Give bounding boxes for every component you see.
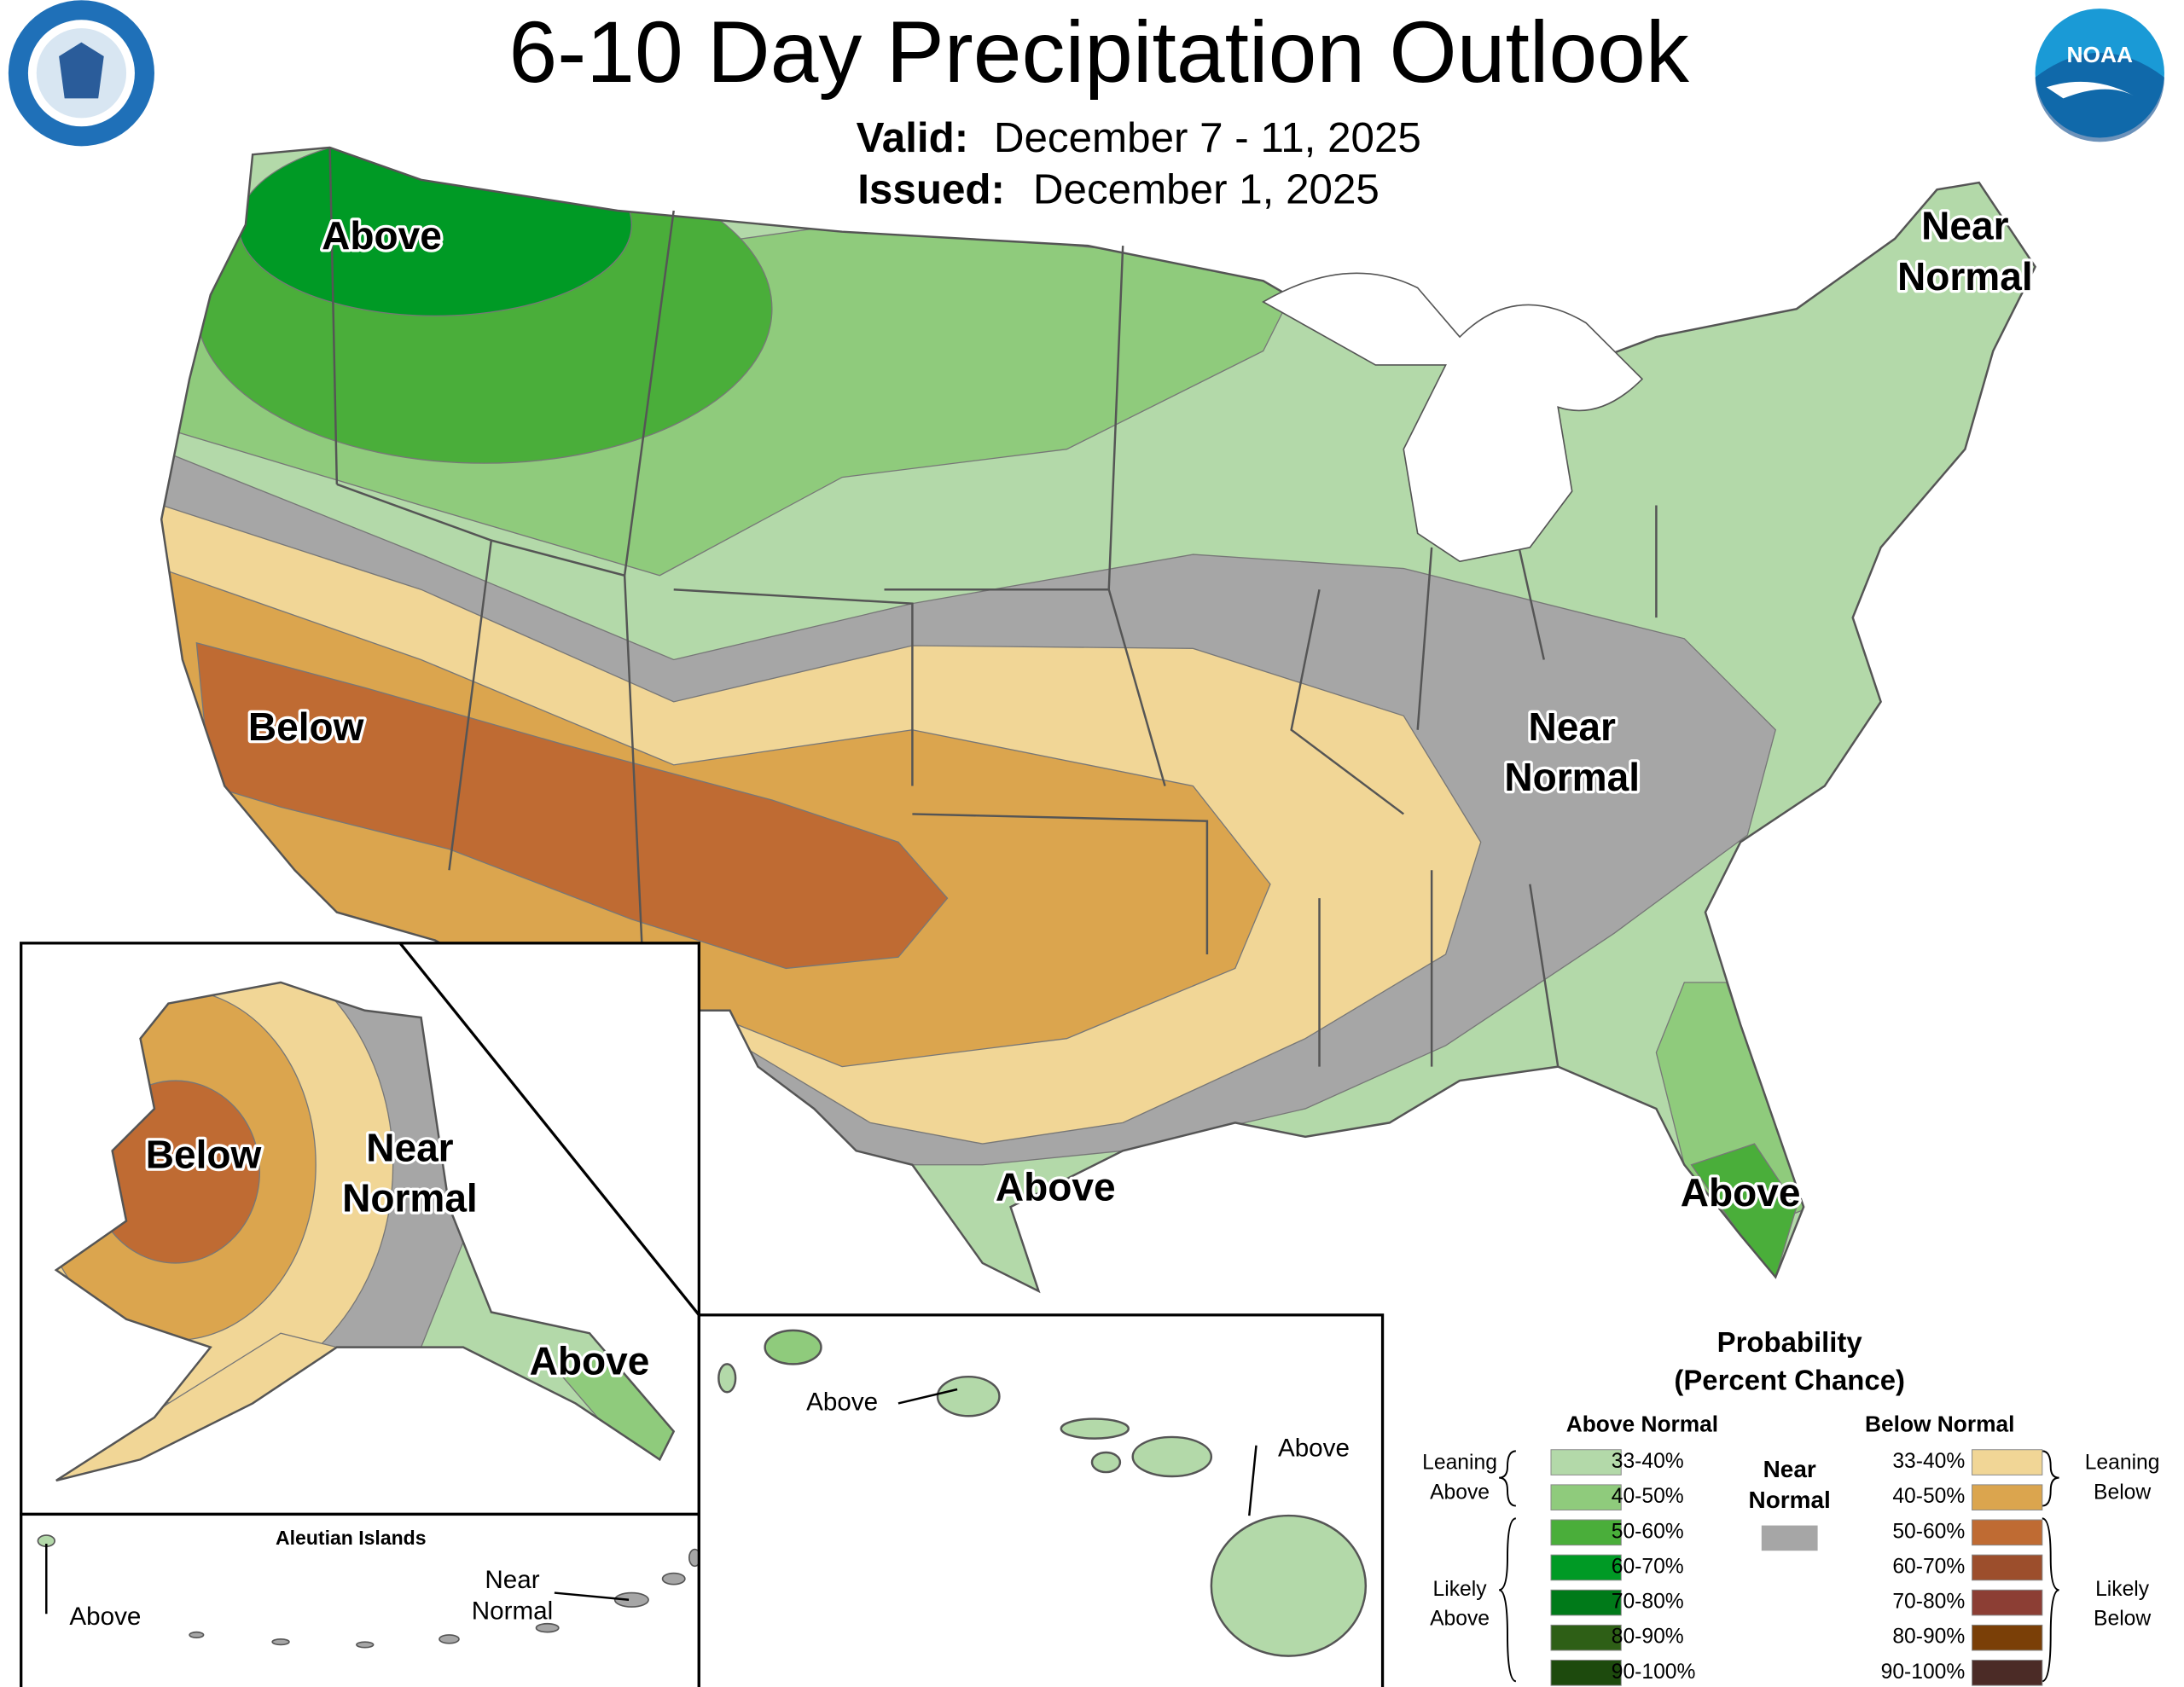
legend-label: 50-60% [1892,1520,1965,1543]
inset-connector [398,942,700,1316]
leader-lines [45,1543,630,1615]
legend-swatch [1972,1624,2043,1651]
legend-label: 80-90% [1612,1626,1684,1649]
bracket-label: Above [1430,1607,1490,1630]
region-label: Normal [1897,254,2033,299]
bracket-label: Below [2094,1607,2151,1630]
legend-swatch [1550,1554,1622,1581]
region-label: Above [69,1603,141,1631]
island [717,1363,737,1394]
region-label: Near [1528,704,1615,749]
region-label: Below [248,704,364,749]
hawaii [717,1329,1368,1657]
island [1060,1417,1130,1440]
aleutian-islands [37,1534,701,1649]
legend-title: Probability [1717,1326,1863,1358]
legend-swatch [1972,1449,2043,1475]
bracket-label: Above [1430,1481,1490,1504]
near-label: Near [1763,1456,1816,1482]
legend-subtitle: (Percent Chance) [1674,1364,1905,1395]
legend-swatch [1972,1554,2043,1581]
island [936,1375,1001,1417]
legend: Probability (Percent Chance) Above Norma… [1422,1326,2160,1686]
valid-value: December 7 - 11, 2025 [994,114,1421,161]
legend-label: 60-70% [1612,1555,1684,1578]
title: 6-10 Day Precipitation Outlook [509,3,1690,101]
great-lakes [1262,272,1644,563]
below-header: Below Normal [1865,1412,2014,1437]
island [1131,1435,1213,1478]
legend-swatch [1972,1589,2043,1616]
island [1090,1451,1122,1474]
region-label: Normal [342,1176,478,1220]
noaa-text: NOAA [2067,42,2133,67]
alaska-border [54,981,676,1482]
bracket-label: Leaning [2085,1452,2160,1475]
legend-label: 40-50% [1892,1485,1965,1508]
near-label: Normal [1749,1487,1831,1513]
issued-label: Issued: [857,166,1005,213]
island [764,1329,822,1365]
region-label: Above [530,1339,650,1383]
legend-swatch [1550,1519,1622,1546]
legend-label: 70-80% [1892,1591,1965,1614]
issued-value: December 1, 2025 [1033,166,1380,213]
island [1210,1514,1368,1657]
region-label: Above [1681,1170,1801,1215]
region-label: Normal [1504,755,1640,799]
legend-swatch [1972,1519,2043,1546]
legend-swatch [1550,1589,1622,1616]
legend-swatch [1550,1624,1622,1651]
bracket-label: Below [2094,1481,2151,1504]
legend-swatch [1550,1449,1622,1475]
legend-label: 60-70% [1892,1555,1965,1578]
noaa-logo: NOAA [2035,9,2164,142]
region-label: Normal [472,1597,553,1625]
region-label: Near [485,1566,539,1594]
legend-label: 40-50% [1612,1485,1684,1508]
legend-label: 90-100% [1612,1661,1696,1684]
doc-seal [8,0,154,147]
legend-label: 33-40% [1612,1450,1684,1473]
aleutian-inset [20,1512,700,1687]
valid-label: Valid: [857,114,969,161]
legend-swatch [1761,1525,1818,1551]
legend-label: 33-40% [1892,1450,1965,1473]
bracket-label: Leaning [1422,1452,1497,1475]
region-label: Above [322,213,442,258]
legend-label: 50-60% [1612,1520,1684,1543]
bracket-label: Likely [2095,1578,2150,1601]
leader-lines [897,1388,1258,1516]
map-labels: Above Near Normal Below Near Normal Above Above… [69,200,2036,1631]
region-label: Near [366,1125,453,1169]
legend-brackets [1498,1450,2059,1683]
band-below-50 [195,641,949,970]
region-label: Above [806,1388,878,1416]
state-lines [328,147,1658,1067]
legend-label: 70-80% [1612,1591,1684,1614]
region-label: Near [1921,204,2008,248]
region-label: Below [146,1133,262,1177]
legend-swatch [1550,1484,1622,1510]
legend-label: 80-90% [1892,1626,1965,1649]
aleutian-title: Aleutian Islands [276,1527,426,1549]
region-label: Above [996,1165,1116,1209]
legend-swatch [1972,1660,2043,1686]
above-header: Above Normal [1566,1412,1718,1437]
legend-label: 90-100% [1881,1661,1966,1684]
legend-swatch [1972,1484,2043,1510]
region-label: Above [1278,1435,1350,1463]
bracket-label: Likely [1433,1578,1488,1601]
legend-swatch [1550,1660,1622,1686]
